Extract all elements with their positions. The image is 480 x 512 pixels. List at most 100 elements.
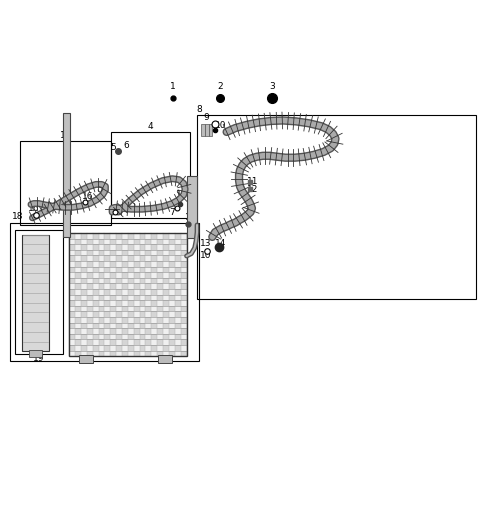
Bar bbox=[169, 306, 175, 311]
Bar bbox=[110, 261, 116, 267]
Text: 1: 1 bbox=[170, 82, 176, 91]
Bar bbox=[21, 141, 111, 225]
Bar bbox=[163, 244, 169, 250]
Bar bbox=[104, 244, 110, 250]
Bar bbox=[157, 284, 163, 289]
Bar bbox=[110, 294, 116, 300]
Bar bbox=[104, 278, 110, 284]
Text: 16: 16 bbox=[28, 204, 39, 213]
Bar bbox=[98, 272, 104, 278]
Text: 1: 1 bbox=[185, 214, 191, 222]
Bar bbox=[104, 255, 110, 261]
Bar bbox=[69, 255, 75, 261]
Bar bbox=[15, 230, 63, 354]
Bar bbox=[93, 267, 98, 272]
Bar bbox=[134, 261, 140, 267]
Text: 17: 17 bbox=[176, 190, 188, 199]
Bar bbox=[87, 339, 93, 345]
Bar bbox=[151, 278, 157, 284]
Bar bbox=[63, 113, 70, 237]
Bar bbox=[69, 311, 75, 317]
Bar bbox=[175, 300, 180, 306]
Bar bbox=[98, 351, 104, 356]
Bar bbox=[134, 294, 140, 300]
Bar bbox=[157, 294, 163, 300]
Text: 3: 3 bbox=[270, 82, 276, 91]
Bar bbox=[104, 311, 110, 317]
Bar bbox=[140, 323, 145, 328]
Bar bbox=[116, 323, 122, 328]
Bar bbox=[81, 244, 87, 250]
Bar bbox=[81, 345, 87, 351]
Bar bbox=[110, 351, 116, 356]
Bar bbox=[93, 334, 98, 339]
Bar bbox=[69, 300, 75, 306]
Bar bbox=[169, 328, 175, 334]
Bar bbox=[128, 244, 134, 250]
Bar bbox=[140, 267, 145, 272]
Bar bbox=[128, 289, 134, 294]
Bar bbox=[98, 306, 104, 311]
Bar bbox=[128, 233, 134, 239]
Bar bbox=[87, 284, 93, 289]
Bar bbox=[145, 294, 151, 300]
Text: 16: 16 bbox=[82, 192, 93, 201]
Bar bbox=[163, 289, 169, 294]
Bar bbox=[169, 239, 175, 244]
Bar bbox=[81, 300, 87, 306]
Bar bbox=[157, 250, 163, 255]
Bar bbox=[134, 317, 140, 323]
Bar bbox=[175, 278, 180, 284]
Bar bbox=[98, 339, 104, 345]
Bar bbox=[134, 351, 140, 356]
Bar bbox=[116, 267, 122, 272]
Bar bbox=[116, 300, 122, 306]
Bar bbox=[98, 250, 104, 255]
Bar bbox=[180, 294, 187, 300]
Bar bbox=[122, 339, 128, 345]
Bar bbox=[104, 323, 110, 328]
Bar bbox=[69, 244, 75, 250]
Bar bbox=[145, 261, 151, 267]
Text: 5: 5 bbox=[110, 143, 116, 152]
Bar bbox=[175, 244, 180, 250]
Bar bbox=[87, 239, 93, 244]
Bar bbox=[157, 306, 163, 311]
Bar bbox=[180, 272, 187, 278]
Bar bbox=[116, 345, 122, 351]
Bar bbox=[75, 306, 81, 311]
Bar bbox=[87, 306, 93, 311]
Bar bbox=[104, 233, 110, 239]
Bar bbox=[163, 345, 169, 351]
Bar bbox=[175, 255, 180, 261]
Bar bbox=[145, 317, 151, 323]
Bar bbox=[116, 255, 122, 261]
Bar bbox=[75, 272, 81, 278]
Bar bbox=[128, 323, 134, 328]
Bar bbox=[140, 334, 145, 339]
Bar bbox=[180, 250, 187, 255]
Text: 14: 14 bbox=[215, 239, 227, 248]
Bar bbox=[116, 334, 122, 339]
Bar bbox=[157, 272, 163, 278]
Bar bbox=[87, 351, 93, 356]
Bar bbox=[110, 328, 116, 334]
Bar bbox=[93, 255, 98, 261]
Bar bbox=[163, 233, 169, 239]
Bar bbox=[22, 234, 49, 351]
Bar bbox=[151, 267, 157, 272]
Bar bbox=[69, 289, 75, 294]
Text: 15: 15 bbox=[60, 131, 72, 140]
Bar bbox=[75, 261, 81, 267]
Bar bbox=[169, 294, 175, 300]
Bar bbox=[128, 311, 134, 317]
Bar bbox=[93, 345, 98, 351]
Bar bbox=[110, 306, 116, 311]
Bar bbox=[180, 306, 187, 311]
Bar bbox=[151, 345, 157, 351]
Bar bbox=[122, 250, 128, 255]
Bar bbox=[157, 239, 163, 244]
Bar bbox=[81, 278, 87, 284]
Bar bbox=[87, 250, 93, 255]
Bar bbox=[122, 328, 128, 334]
